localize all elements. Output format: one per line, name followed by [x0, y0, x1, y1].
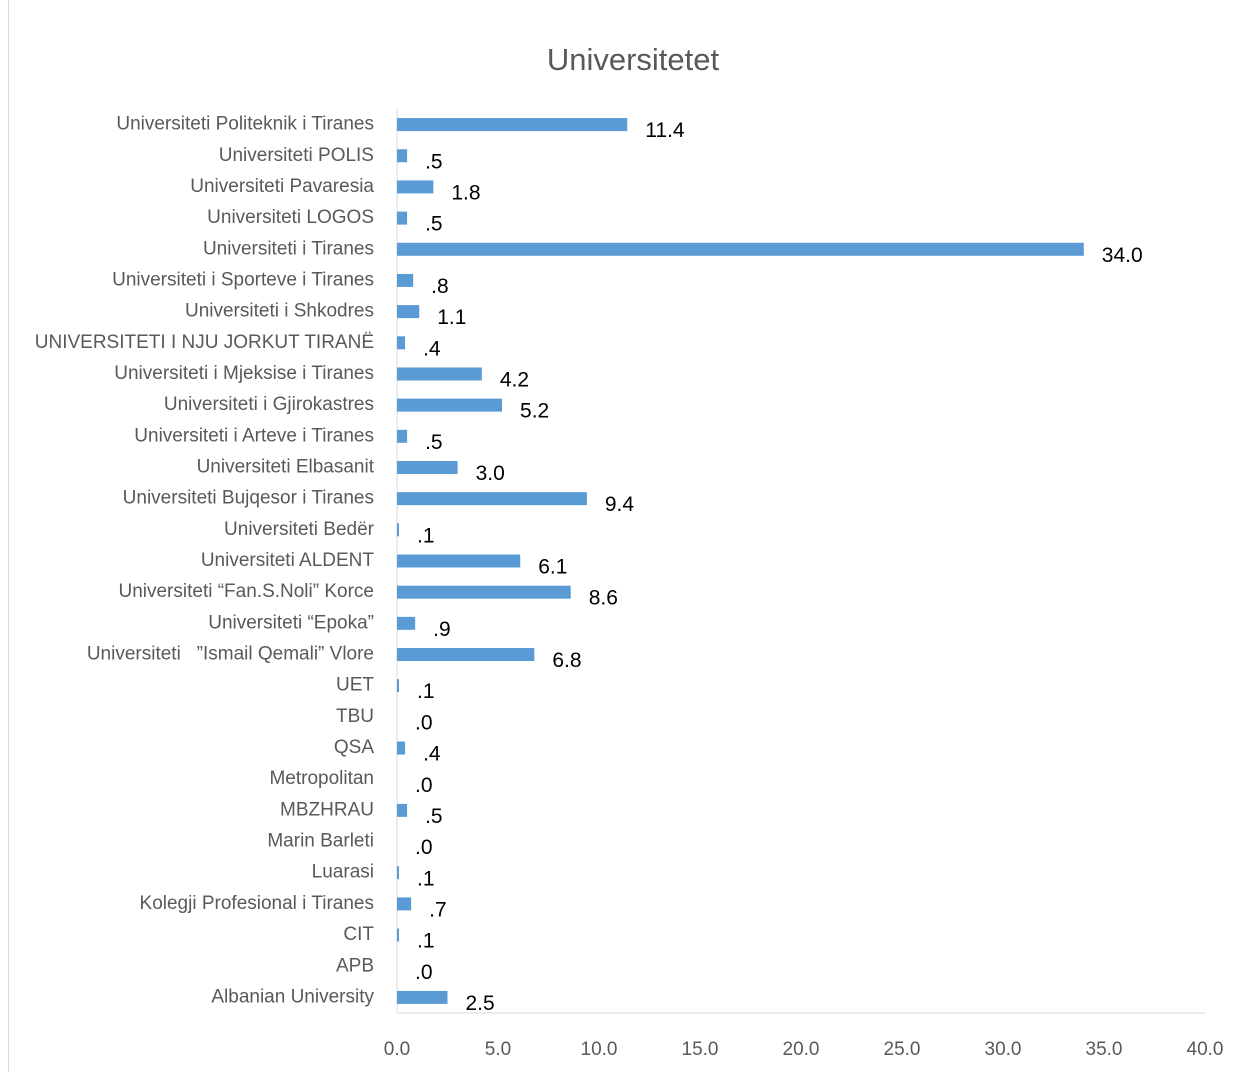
bar: [397, 429, 408, 443]
y-tick-label: Universiteti Pavaresia: [190, 176, 374, 197]
y-tick-label: Universiteti POLIS: [219, 145, 374, 166]
bar: [397, 211, 408, 225]
data-label: .9: [433, 618, 451, 641]
chart-title: Universitetet: [547, 42, 720, 77]
y-tick-label: CIT: [343, 924, 374, 945]
x-tick-label: 10.0: [581, 1039, 618, 1060]
y-tick-label: Universiteti ”Ismail Qemali” Vlore: [87, 644, 374, 665]
bar: [397, 990, 448, 1004]
y-tick-label: Metropolitan: [269, 768, 374, 789]
data-label: 4.2: [500, 369, 529, 392]
y-tick-label: Universiteti i Mjeksise i Tiranes: [114, 363, 374, 384]
y-tick-label: Universiteti i Sporteve i Tiranes: [112, 269, 374, 290]
y-tick-label: Universiteti “Fan.S.Noli” Korce: [118, 581, 374, 602]
data-label: .5: [425, 431, 443, 454]
bar: [397, 928, 400, 942]
data-label: 6.1: [538, 556, 567, 579]
y-tick-label: Universiteti i Tiranes: [203, 238, 374, 259]
data-label: 2.5: [466, 992, 495, 1015]
data-label: .1: [417, 930, 435, 953]
x-tick-label: 25.0: [884, 1039, 921, 1060]
bar: [397, 242, 1084, 256]
bar: [397, 679, 400, 693]
bar: [397, 648, 535, 662]
y-tick-label: MBZHRAU: [280, 799, 374, 820]
bar: [397, 585, 571, 599]
y-tick-label: Universiteti ALDENT: [201, 550, 375, 571]
x-tick-label: 20.0: [783, 1039, 820, 1060]
y-tick-label: UNIVERSITETI I NJU JORKUT TIRANË: [35, 332, 374, 353]
bar: [397, 803, 408, 817]
data-label: .1: [417, 680, 435, 703]
bar: [397, 460, 458, 474]
x-tick-label: 30.0: [985, 1039, 1022, 1060]
data-label: 9.4: [605, 493, 635, 516]
data-label: 1.8: [451, 181, 480, 204]
data-label: .1: [417, 524, 435, 547]
y-tick-label: UET: [336, 675, 374, 696]
bar: [397, 305, 420, 319]
y-tick-label: Universiteti Bedër: [224, 519, 375, 540]
data-label: .4: [423, 743, 441, 766]
y-tick-label: Luarasi: [312, 862, 374, 883]
y-tick-label: Universiteti “Epoka”: [208, 612, 374, 633]
y-tick-label: Universiteti Elbasanit: [197, 456, 375, 477]
y-tick-label: Kolegji Profesional i Tiranes: [140, 893, 374, 914]
data-label: .5: [425, 150, 443, 173]
data-label: .5: [425, 805, 443, 828]
y-tick-label: APB: [336, 955, 374, 976]
bar: [397, 616, 416, 630]
data-label: .8: [431, 275, 449, 298]
y-tick-label: Marin Barleti: [267, 831, 374, 852]
y-tick-label: Universiteti Bujqesor i Tiranes: [123, 488, 374, 509]
y-tick-label: Universiteti LOGOS: [207, 207, 374, 228]
bar: [397, 149, 408, 163]
data-label: 5.2: [520, 400, 549, 423]
data-label: .0: [415, 711, 433, 734]
data-label: .7: [429, 898, 447, 921]
data-label: 34.0: [1102, 244, 1143, 267]
x-tick-label: 40.0: [1187, 1039, 1224, 1060]
data-label: .1: [417, 867, 435, 890]
data-label: .5: [425, 213, 443, 236]
data-label: 8.6: [589, 587, 618, 610]
bar: [397, 741, 406, 755]
x-tick-label: 5.0: [485, 1039, 511, 1060]
bar: [397, 398, 503, 412]
y-tick-label: TBU: [336, 706, 374, 727]
bar: [397, 180, 434, 194]
bar: [397, 492, 587, 506]
y-tick-label: Universiteti Politeknik i Tiranes: [116, 114, 374, 135]
bar: [397, 336, 406, 350]
data-label: 6.8: [552, 649, 581, 672]
y-tick-label: Universiteti i Gjirokastres: [164, 394, 374, 415]
bar: [397, 897, 412, 911]
data-label: .4: [423, 337, 441, 360]
data-label: .0: [415, 774, 433, 797]
x-tick-label: 0.0: [384, 1039, 410, 1060]
bar: [397, 554, 521, 568]
y-tick-label: Albanian University: [211, 986, 374, 1007]
bar: [397, 367, 482, 381]
data-label: 3.0: [476, 462, 505, 485]
data-label: 11.4: [645, 119, 685, 142]
y-tick-label: Universiteti i Arteve i Tiranes: [134, 425, 374, 446]
data-label: .0: [415, 961, 433, 984]
y-tick-label: Universiteti i Shkodres: [185, 301, 374, 322]
data-label: .0: [415, 836, 433, 859]
bar: [397, 866, 400, 880]
bar: [397, 273, 414, 287]
data-label: 1.1: [437, 306, 466, 329]
x-tick-label: 35.0: [1086, 1039, 1123, 1060]
x-tick-label: 15.0: [682, 1039, 719, 1060]
y-tick-label: QSA: [334, 737, 374, 758]
bar: [397, 523, 400, 537]
bar: [397, 118, 628, 132]
